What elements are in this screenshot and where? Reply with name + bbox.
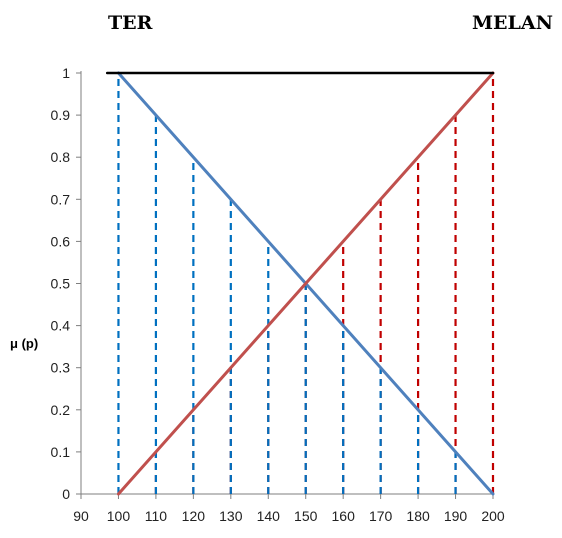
y-axis-label: μ (p) [10,336,39,351]
x-tick-label: 150 [294,508,318,524]
x-tick-label: 180 [406,508,430,524]
x-tick-label: 160 [332,508,356,524]
x-tick-label: 200 [481,508,505,524]
ascending-membership-line [116,71,495,496]
y-tick-label: 0.9 [51,107,71,123]
y-tick-label: 0 [62,486,70,502]
x-tick-label: 110 [145,508,168,524]
x-tick-label: 170 [369,508,393,524]
y-tick-label: 0.5 [51,276,71,292]
y-tick-label: 0.3 [51,360,71,376]
y-tick-label: 0.1 [51,444,71,460]
y-tick-label: 0.2 [51,402,71,418]
ter-label: TER [108,12,153,34]
x-tick-label: 100 [107,508,131,524]
x-tick-label: 190 [444,508,468,524]
y-tick-label: 0.4 [51,318,71,334]
y-tick-label: 1 [62,65,70,81]
y-tick-label: 0.8 [51,149,71,165]
x-tick-label: 120 [182,508,206,524]
x-tick-label: 90 [73,508,89,524]
x-tick-label: 130 [219,508,243,524]
x-tick-label: 140 [257,508,281,524]
melan-label: MELAN [472,12,553,34]
y-tick-label: 0.7 [51,191,71,207]
y-tick-label: 0.6 [51,233,71,249]
